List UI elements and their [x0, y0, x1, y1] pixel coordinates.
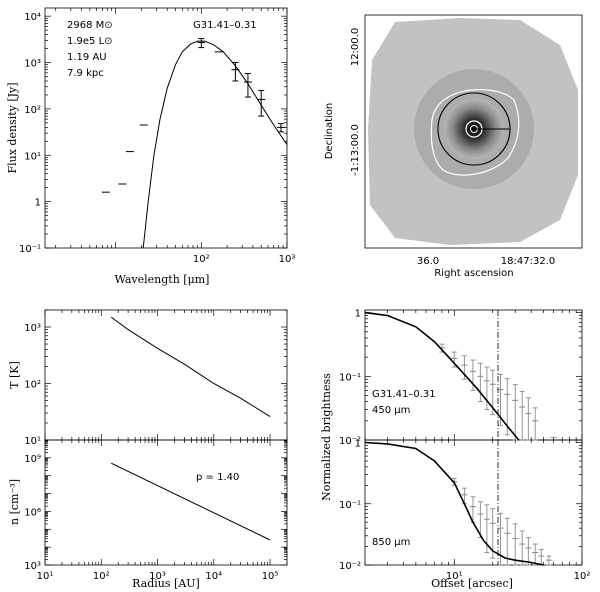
density-y-tick-label: 10⁹ [24, 454, 41, 465]
temperature-frame [44, 309, 288, 441]
density-x-tick-label: 10² [93, 571, 110, 582]
sed-y-label: Flux density [Jy] [6, 82, 19, 173]
sed-x-label: Wavelength [μm] [115, 273, 210, 286]
density-plot: 10¹ 10² 10³ 10⁴ 10⁵ 10³ 10⁶ 10⁹ [24, 439, 288, 582]
profile450-frame [364, 309, 583, 441]
density-curve [110, 462, 271, 541]
profile850-x-tick-label: 10² [574, 571, 591, 582]
brightness-y-label: Normalized brightness [320, 373, 333, 501]
sed-model-curve [142, 40, 288, 249]
density-x-tick-label: 10¹ [37, 571, 54, 582]
profile450-y-tick-label: 10⁻² [339, 436, 361, 447]
profile450-plot: 10⁻² 10⁻¹ 1 [339, 309, 583, 447]
profile850-y-tick-label: 10⁻² [339, 561, 361, 572]
image-frame [364, 14, 583, 249]
density-x-tick-label: 10⁵ [262, 571, 279, 582]
density-y-tick-label: 10³ [24, 561, 41, 572]
dust-map [368, 18, 578, 245]
sed-y-tick-label: 10⁴ [24, 12, 41, 23]
radius-x-label: Radius [AU] [132, 577, 200, 590]
temperature-curve [110, 316, 271, 418]
temperature-y-tick-label: 10³ [24, 323, 41, 334]
temperature-y-tick-label: 10¹ [24, 436, 41, 447]
profile850-band-label: 850 μm [372, 537, 410, 548]
density-x-tick-label: 10³ [149, 571, 166, 582]
profile-source-label: G31.41–0.31 [372, 389, 436, 400]
density-frame [44, 439, 288, 566]
dec-tick-1: 12:00.0 [350, 28, 361, 66]
profile850-plot: 10¹ 10² 10⁻² 10⁻¹ 1 [339, 439, 590, 582]
profile850-x-tick-label: 10¹ [446, 571, 463, 582]
sed-plot: 10² 10³ 10⁻¹ 1 10¹ 10² 10³ 10⁴ [19, 8, 295, 265]
temperature-plot: 10¹ 10² 10³ [24, 309, 288, 447]
ra-tick-1: 36.0 [417, 256, 439, 267]
offset-x-label: Offset [arcsec] [431, 577, 513, 590]
profile850-y-tick-label: 1 [355, 439, 361, 450]
sed-frame [44, 7, 288, 249]
sed-dust-parameter: 1.19 AU [67, 52, 107, 63]
density-y-tick-label: 10⁶ [24, 507, 41, 518]
profile850-model-curve [364, 441, 544, 566]
sed-x-tick-label: 10² [193, 254, 210, 265]
sed-mass: 2968 M⊙ [67, 20, 113, 31]
dec-tick-2: -1:13:00.0 [350, 124, 361, 176]
profile450-model-curve [364, 311, 520, 441]
ra-axis-label: Right ascension [434, 268, 513, 279]
sed-luminosity: 1.9e5 L⊙ [67, 36, 113, 47]
profile850-frame [364, 439, 583, 566]
sed-distance: 7.9 kpc [67, 68, 104, 79]
density-y-label: n [cm⁻³] [8, 479, 21, 525]
sed-y-tick-label: 10⁻¹ [19, 244, 41, 255]
sed-y-tick-label: 10² [24, 105, 41, 116]
temperature-y-label: T [K] [8, 361, 21, 389]
density-x-tick-label: 10⁴ [205, 571, 222, 582]
sed-y-tick-label: 1 [35, 198, 41, 209]
profile450-y-tick-label: 10⁻¹ [339, 372, 361, 383]
profile450-band-label: 450 μm [372, 405, 410, 416]
sed-x-tick-label: 10³ [279, 254, 296, 265]
temperature-y-tick-label: 10² [24, 380, 41, 391]
profile850-y-tick-label: 10⁻¹ [339, 500, 361, 511]
ra-tick-2: 18:47:32.0 [501, 256, 555, 267]
dec-axis-label: Declination [324, 103, 335, 160]
sed-y-tick-label: 10³ [24, 59, 41, 70]
profile450-y-tick-label: 1 [355, 309, 361, 320]
white-contour [430, 89, 520, 176]
density-slope-label: p = 1.40 [196, 472, 239, 483]
sed-y-tick-label: 10¹ [24, 151, 41, 162]
sed-source-label: G31.41–0.31 [193, 20, 257, 31]
